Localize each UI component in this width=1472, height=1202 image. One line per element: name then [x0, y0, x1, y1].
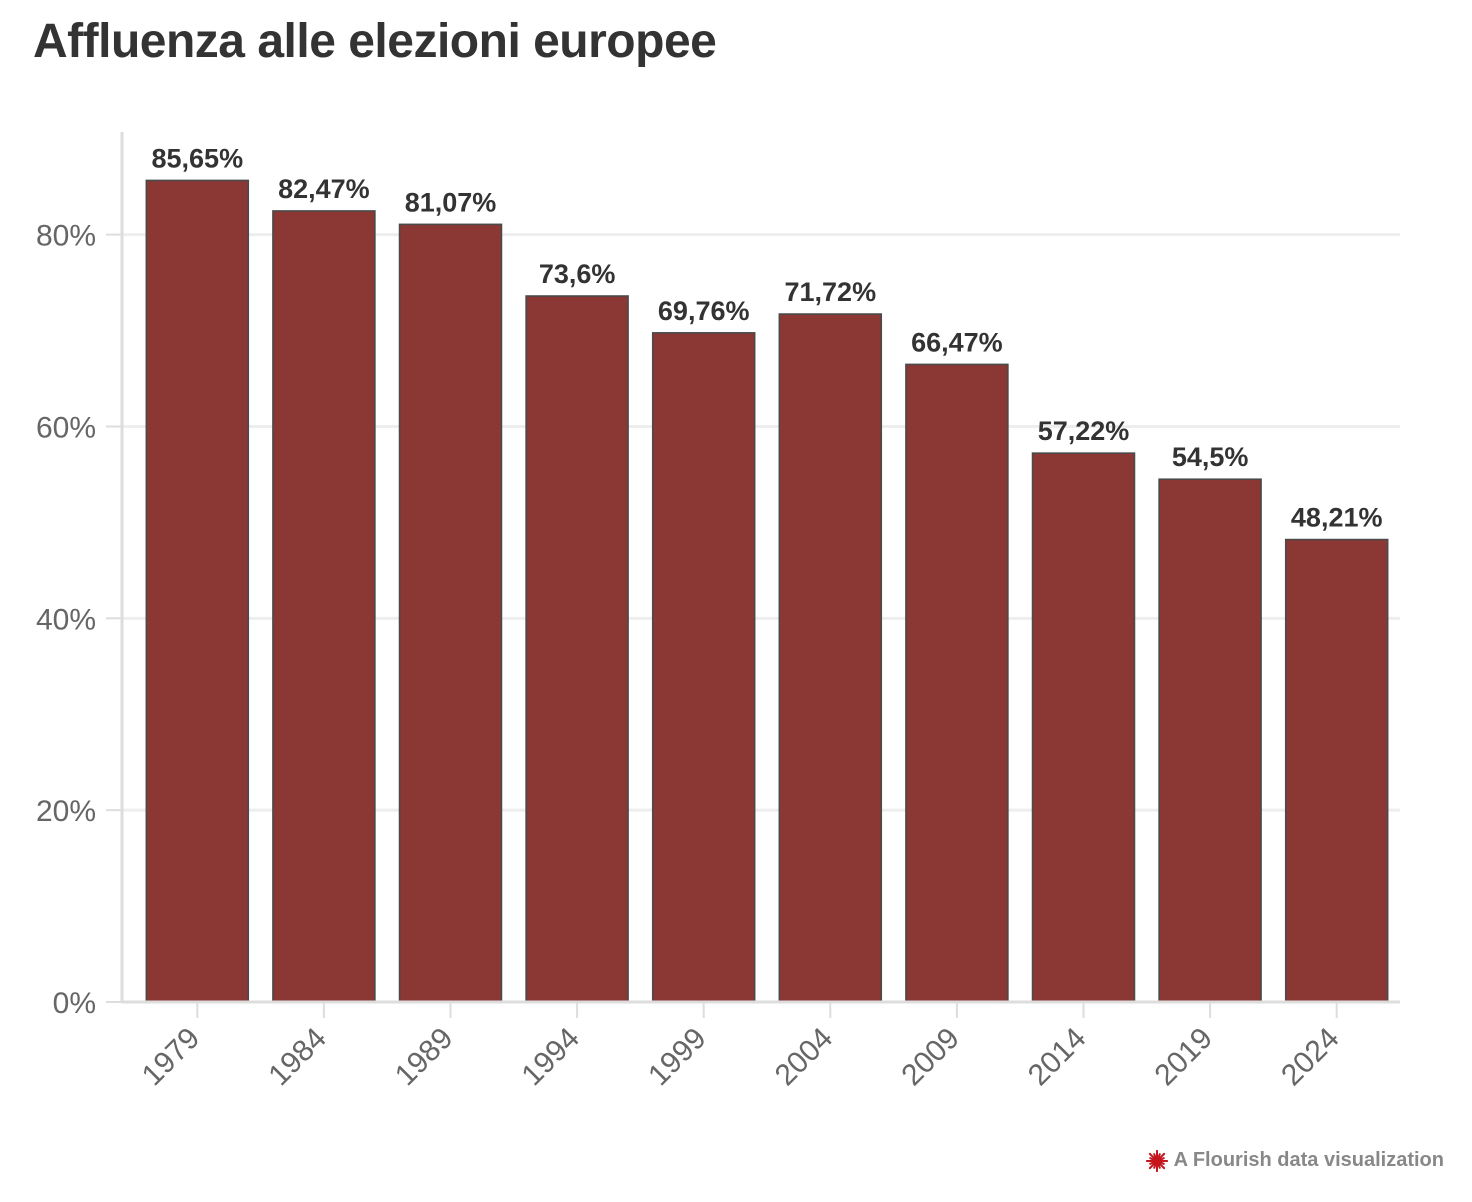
x-tick-label: 1994 [516, 1022, 587, 1093]
data-label: 82,47% [278, 174, 370, 204]
bar [272, 210, 376, 1003]
data-label: 71,72% [785, 277, 877, 307]
bar [398, 223, 503, 1003]
y-tick-label: 40% [36, 603, 96, 636]
y-tick-label: 80% [36, 220, 96, 253]
x-tick-label: 2004 [769, 1022, 840, 1093]
x-tick-label: 1979 [136, 1022, 207, 1093]
bars [145, 179, 1389, 1003]
bar [1284, 538, 1389, 1003]
data-label: 73,6% [539, 259, 616, 289]
y-tick-label: 60% [36, 411, 96, 444]
x-tick-label: 2014 [1022, 1022, 1093, 1093]
data-labels: 85,65% 82,47% 81,07% 73,6% 69,76% 71,72% 66,47… [152, 143, 1383, 532]
data-label: 69,76% [658, 296, 750, 326]
credit-text: A Flourish data visualization [1173, 1149, 1444, 1171]
bar [1031, 452, 1136, 1003]
x-tick-label: 1989 [389, 1022, 460, 1093]
y-tick-label: 0% [53, 987, 96, 1020]
chart-title: Affluenza alle elezioni europee [33, 15, 717, 68]
bar [525, 295, 629, 1003]
bar [145, 179, 250, 1003]
x-tick-label: 1999 [642, 1022, 713, 1093]
x-tick-label: 2024 [1275, 1022, 1346, 1093]
data-label: 54,5% [1172, 442, 1249, 472]
x-tick-label: 1984 [262, 1022, 333, 1093]
flourish-credit[interactable]: A Flourish data visualization [1145, 1149, 1444, 1172]
data-label: 81,07% [405, 187, 497, 217]
data-label: 66,47% [911, 327, 1003, 357]
bar [1158, 478, 1262, 1003]
bar [905, 363, 1009, 1003]
data-label: 85,65% [152, 143, 244, 173]
data-label: 57,22% [1038, 416, 1130, 446]
bar [778, 313, 883, 1003]
x-tick-label: 2009 [895, 1022, 966, 1093]
y-tick-label: 20% [36, 795, 96, 828]
data-label: 48,21% [1291, 503, 1383, 533]
flourish-logo-icon [1145, 1149, 1168, 1172]
bar [651, 332, 756, 1003]
x-tick-label: 2019 [1149, 1022, 1220, 1093]
